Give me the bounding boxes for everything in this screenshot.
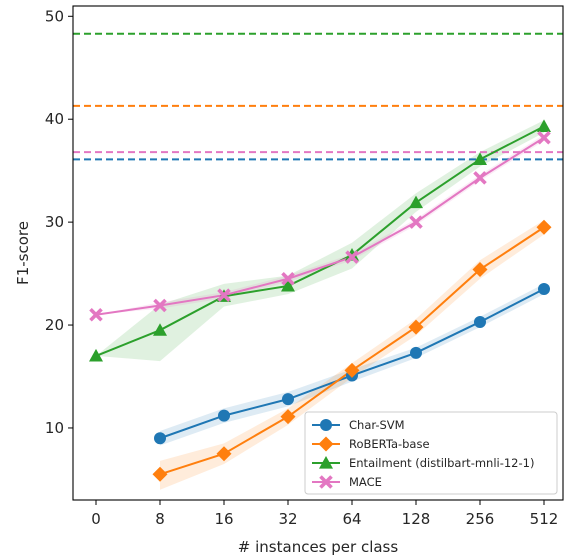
legend-label-roberta-base: RoBERTa-base (349, 437, 430, 451)
legend-box (304, 411, 558, 495)
x-tick-label: 32 (278, 510, 297, 528)
legend-label-mace: MACE (349, 475, 382, 489)
char-svm-point (218, 409, 230, 422)
entailment-distilbart-mnli-12-1-point (537, 119, 551, 133)
entailment-distilbart-mnli-12-1-point (345, 248, 359, 261)
x-tick-label: 128 (402, 510, 431, 528)
mace-point (345, 250, 359, 264)
legend-marker-entailment-distilbart-mnli-12-1 (319, 456, 333, 469)
mace-point (89, 307, 103, 322)
legend: Char-SVM RoBERTa-base Entailment (distilba… (304, 411, 558, 495)
y-axis-ticks: 10 20 30 40 50 (45, 7, 73, 437)
char-svm-band (160, 283, 544, 446)
plot-frame (72, 5, 564, 501)
roberta-base-point (216, 446, 232, 462)
char-svm-point (410, 346, 422, 359)
char-svm-point (474, 315, 486, 328)
legend-label-char-svm: Char-SVM (349, 418, 405, 432)
mace-point (409, 215, 423, 229)
y-tick-label: 20 (45, 316, 64, 334)
x-tick-label: 512 (530, 510, 559, 528)
y-tick-label: 10 (45, 419, 64, 437)
char-svm-point (538, 283, 550, 296)
roberta-base-point (280, 409, 296, 425)
entailment-distilbart-mnli-12-1-point (89, 348, 103, 362)
roberta-base-point (408, 319, 424, 335)
legend-marker-char-svm (320, 419, 332, 431)
series-markers (89, 119, 552, 482)
y-tick-label: 50 (45, 7, 64, 25)
x-tick-label: 16 (214, 510, 233, 528)
roberta-base-point (536, 219, 552, 235)
entailment-distilbart-mnli-12-1-point (281, 278, 295, 292)
roberta-base-point (344, 362, 360, 378)
entailment-distilbart-mnli-12-1-point (473, 152, 487, 165)
entailment-distilbart-mnli-12-1-line (95, 125, 545, 357)
entailment-distilbart-mnli-12-1-point (153, 323, 167, 336)
char-svm-point (282, 393, 294, 406)
entailment-distilbart-mnli-12-1-band (96, 120, 544, 362)
legend-marker-mace (319, 475, 333, 489)
mace-point (281, 271, 295, 286)
mace-point (537, 130, 551, 145)
roberta-base-point (472, 261, 488, 277)
legend-label-entailment-distilbart-mnli-12-1: Entailment (distilbart-mnli-12-1) (349, 456, 534, 470)
x-tick-label: 256 (466, 510, 495, 528)
mace-point (217, 288, 231, 302)
mace-point (153, 298, 167, 313)
roberta-base-point (152, 466, 168, 482)
legend-marker-roberta-base (318, 436, 334, 452)
y-tick-label: 30 (45, 213, 64, 231)
x-axis-title: # instances per class (238, 538, 399, 556)
x-axis-ticks: 0 8 16 32 64 128 256 512 (91, 500, 558, 528)
y-tick-label: 40 (45, 110, 64, 128)
x-tick-label: 8 (155, 510, 165, 528)
mace-point (473, 171, 487, 185)
mace-line (95, 136, 545, 316)
x-tick-label: 64 (342, 510, 361, 528)
entailment-distilbart-mnli-12-1-point (409, 195, 423, 209)
y-axis-title: F1-score (14, 221, 32, 285)
char-svm-point (154, 432, 166, 445)
x-tick-label: 0 (91, 510, 101, 528)
reference-lines (73, 32, 563, 161)
